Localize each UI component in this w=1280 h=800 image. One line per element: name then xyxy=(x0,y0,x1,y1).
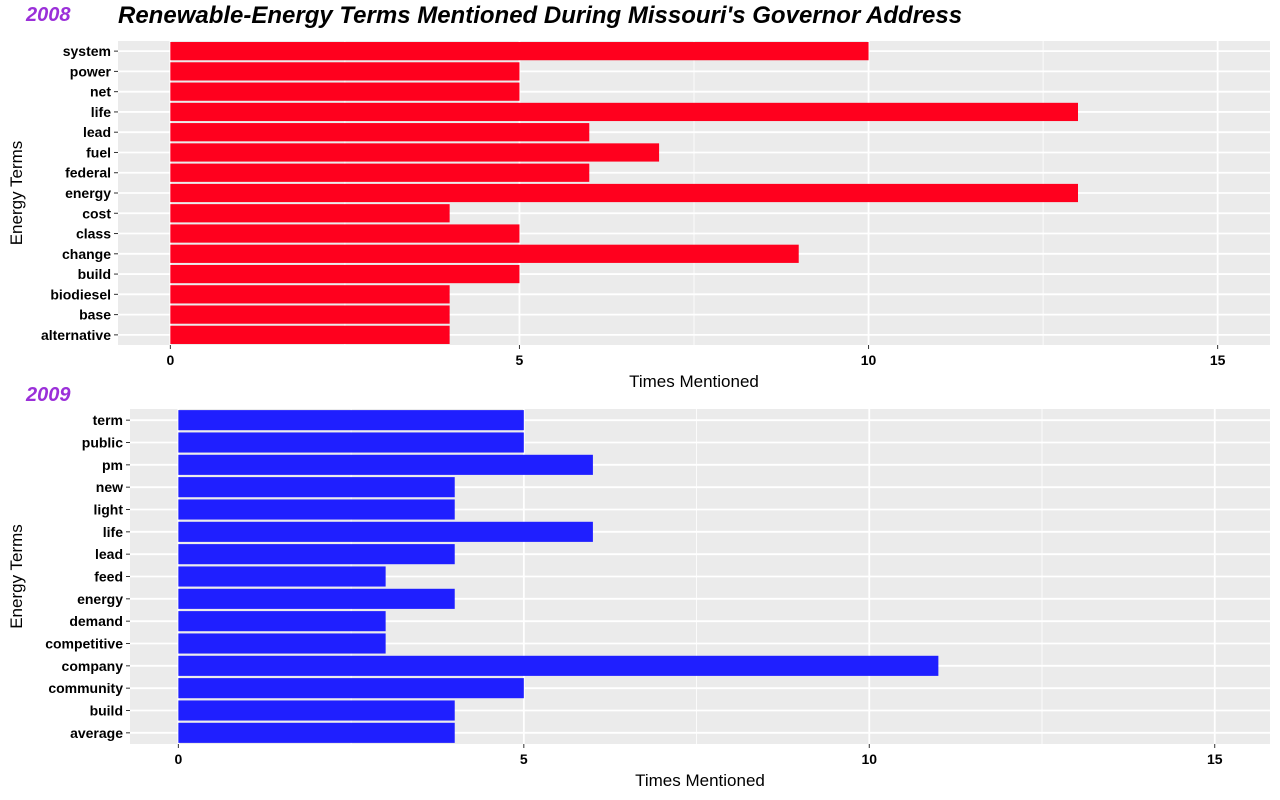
x-axis-title: Times Mentioned xyxy=(635,771,765,790)
bar-biodiesel xyxy=(170,285,450,304)
y-tick-label-feed: feed xyxy=(94,569,123,585)
bar-life xyxy=(170,102,1078,122)
y-tick-label-base: base xyxy=(79,307,111,323)
bar-demand xyxy=(178,611,386,632)
y-tick-label-class: class xyxy=(76,226,111,242)
y-tick-label-new: new xyxy=(96,479,123,495)
y-tick-label-system: system xyxy=(63,43,111,59)
bar-term xyxy=(178,410,524,431)
year-label-2008: 2008 xyxy=(26,4,71,26)
y-tick-label-community: community xyxy=(48,680,123,696)
y-tick-label-life: life xyxy=(91,104,111,120)
bar-life xyxy=(178,521,593,542)
bar-pm xyxy=(178,454,593,475)
bar-class xyxy=(170,224,520,243)
y-tick-label-public: public xyxy=(82,435,123,451)
y-tick-label-demand: demand xyxy=(69,613,123,629)
y-tick-label-energy: energy xyxy=(65,185,111,201)
bar-alternative xyxy=(170,325,450,344)
year-label-2009: 2009 xyxy=(26,384,71,406)
bar-build xyxy=(170,264,520,284)
y-tick-label-company: company xyxy=(62,658,124,674)
y-tick-label-energy: energy xyxy=(77,591,123,607)
bar-feed xyxy=(178,566,386,587)
bar-company xyxy=(178,655,939,676)
y-tick-label-build: build xyxy=(90,703,123,719)
bar-lead xyxy=(178,544,455,565)
x-tick-label: 10 xyxy=(861,352,877,368)
y-tick-label-lead: lead xyxy=(83,124,111,140)
bar-lead xyxy=(170,123,590,142)
y-tick-label-federal: federal xyxy=(65,165,111,181)
x-tick-label: 15 xyxy=(1207,751,1223,767)
bar-public xyxy=(178,432,524,453)
y-tick-label-average: average xyxy=(70,725,123,741)
y-tick-label-power: power xyxy=(70,63,112,79)
bar-system xyxy=(170,42,869,61)
y-tick-label-term: term xyxy=(93,412,123,428)
y-axis-title: Energy Terms xyxy=(7,524,26,629)
y-tick-label-alternative: alternative xyxy=(41,327,111,343)
y-tick-label-life: life xyxy=(103,524,123,540)
x-tick-label: 0 xyxy=(174,751,182,767)
bar-energy xyxy=(170,183,1078,203)
bar-power xyxy=(170,62,520,81)
y-tick-label-light: light xyxy=(93,502,123,518)
bar-change xyxy=(170,244,799,263)
y-tick-label-net: net xyxy=(90,84,111,100)
x-tick-label: 10 xyxy=(861,751,877,767)
bar-chart-2008: system power net life lead fuel federal energy c… xyxy=(7,41,1270,391)
x-tick-label: 5 xyxy=(516,352,524,368)
bar-average xyxy=(178,722,455,743)
bar-new xyxy=(178,477,455,498)
bar-cost xyxy=(170,204,450,223)
bar-build xyxy=(178,700,455,721)
y-tick-label-biodiesel: biodiesel xyxy=(50,286,111,302)
bar-chart-2009: term public pm new light life lead feed energy de… xyxy=(7,409,1270,790)
x-axis-title: Times Mentioned xyxy=(629,372,759,391)
bar-net xyxy=(170,82,520,101)
bar-base xyxy=(170,305,450,324)
y-tick-label-fuel: fuel xyxy=(86,144,111,160)
y-tick-label-cost: cost xyxy=(82,205,111,221)
bar-competitive xyxy=(178,633,386,654)
y-tick-label-competitive: competitive xyxy=(45,636,123,652)
bar-fuel xyxy=(170,143,660,162)
x-tick-label: 5 xyxy=(520,751,528,767)
y-axis-title: Energy Terms xyxy=(7,141,26,246)
bar-energy xyxy=(178,588,455,609)
bar-federal xyxy=(170,163,590,182)
y-tick-label-pm: pm xyxy=(102,457,123,473)
y-tick-label-change: change xyxy=(62,246,111,262)
chart-title: Renewable-Energy Terms Mentioned During … xyxy=(118,2,963,29)
y-tick-label-lead: lead xyxy=(95,546,123,562)
x-tick-label: 0 xyxy=(166,352,174,368)
x-tick-label: 15 xyxy=(1210,352,1226,368)
bar-community xyxy=(178,678,524,699)
y-tick-label-build: build xyxy=(78,266,111,282)
bar-light xyxy=(178,499,455,520)
